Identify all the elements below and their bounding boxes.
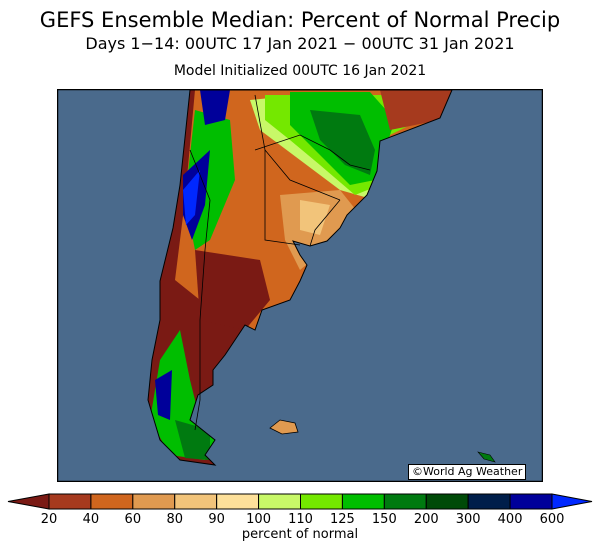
colorbar-tick-label: 100 [246, 512, 271, 527]
coastline [147, 89, 453, 466]
precip-map [57, 89, 543, 482]
colorbar-tick-label: 400 [497, 512, 523, 527]
colorbar-tick-label: 150 [371, 512, 397, 527]
colorbar-segment [90, 493, 134, 510]
colorbar-segment [509, 493, 553, 510]
colorbar-arrow-low [7, 493, 50, 510]
colorbar-tick-label: 40 [82, 512, 100, 527]
colorbar-tick-label: 60 [124, 512, 142, 527]
colorbar-tick-label: 300 [455, 512, 481, 527]
chart-subtitle: Days 1−14: 00UTC 17 Jan 2021 − 00UTC 31 … [85, 34, 515, 53]
credit-label: ©World Ag Weather [408, 464, 527, 480]
colorbar-segment [383, 493, 427, 510]
colorbar-segment [258, 493, 302, 510]
colorbar-tick-label: 125 [329, 512, 355, 527]
colorbar-segment [216, 493, 260, 510]
colorbar-segment [425, 493, 469, 510]
chart-title: GEFS Ensemble Median: Percent of Normal … [39, 8, 561, 32]
colorbar-segment [132, 493, 176, 510]
colorbar-segment [174, 493, 218, 510]
borders [189, 94, 371, 431]
colorbar-segment [48, 493, 92, 510]
colorbar-tick-label: 90 [208, 512, 225, 527]
model-initialized-label: Model Initialized 00UTC 16 Jan 2021 [173, 63, 427, 79]
colorbar-arrow-high [551, 493, 593, 510]
colorbar-segment [341, 493, 385, 510]
colorbar [7, 493, 593, 510]
map-frame [57, 89, 543, 482]
colorbar-tick-label: 80 [166, 512, 184, 527]
colorbar-segment [300, 493, 343, 510]
falkland-islands [269, 419, 299, 435]
colorbar-tick-label: 600 [539, 512, 565, 527]
colorbar-tick-label: 110 [288, 512, 313, 527]
colorbar-tick-label: 200 [413, 512, 439, 527]
colorbar-segment [467, 493, 511, 510]
colorbar-tick-label: 20 [40, 512, 58, 527]
south-georgia-island [477, 451, 496, 463]
colorbar-label: percent of normal [241, 527, 359, 542]
